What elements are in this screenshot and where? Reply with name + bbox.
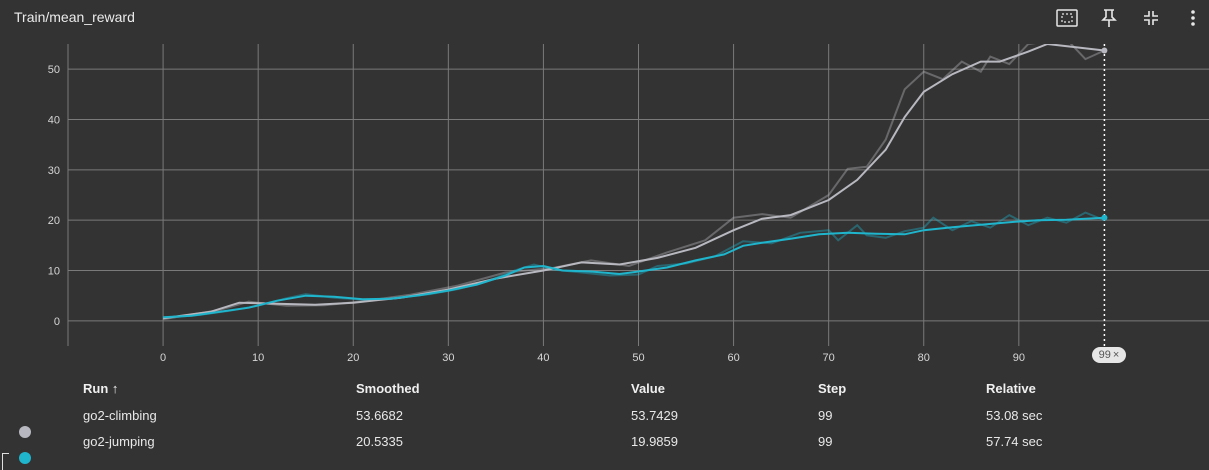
relative-time: 57.74 sec	[986, 434, 1043, 449]
hover-point-go2-jumping	[1101, 214, 1108, 221]
raw-value: 19.9859	[631, 434, 678, 449]
table-row[interactable]: go2-jumping 20.5335 19.9859 99 57.74 sec	[0, 429, 1209, 455]
x-tick-label: 60	[727, 352, 739, 364]
x-tick-label: 10	[252, 352, 264, 364]
run-name: go2-climbing	[83, 408, 157, 423]
close-icon: ×	[1112, 349, 1120, 361]
more-vert-icon	[1191, 10, 1195, 26]
series-raw-line-go2-jumping	[163, 211, 1105, 320]
x-tick-label: 40	[537, 352, 549, 364]
collapse-button[interactable]	[1137, 4, 1165, 32]
run-color-dot-jumping[interactable]	[19, 452, 31, 464]
x-tick-label: 20	[347, 352, 359, 364]
raw-value: 53.7429	[631, 408, 678, 423]
hover-point-go2-climbing	[1101, 47, 1108, 54]
pin-icon	[1101, 9, 1117, 27]
relative-time: 53.08 sec	[986, 408, 1043, 423]
series-smoothed-line-go2-jumping	[163, 216, 1105, 319]
smoothed-value: 20.5335	[356, 434, 403, 449]
fit-domain-button[interactable]	[1053, 4, 1081, 32]
x-tick-label: 70	[823, 352, 835, 364]
table-row[interactable]: go2-climbing 53.6682 53.7429 99 53.08 se…	[0, 403, 1209, 429]
header-step[interactable]: Step	[818, 381, 847, 396]
chart-toolbar	[1039, 4, 1209, 32]
x-tick-label: 30	[442, 352, 454, 364]
y-tick-label: 40	[48, 115, 60, 127]
smoothed-value: 53.6682	[356, 408, 403, 423]
step-value: 99	[818, 434, 833, 449]
series-raw-line-go2-climbing	[162, 44, 1105, 321]
step-value: 99	[818, 408, 833, 423]
pin-button[interactable]	[1095, 4, 1123, 32]
hover-step-label: 99	[1098, 349, 1111, 361]
header-relative[interactable]: Relative	[986, 381, 1036, 396]
more-options-button[interactable]	[1179, 4, 1207, 32]
y-tick-label: 0	[54, 316, 60, 328]
x-tick-label: 90	[1013, 352, 1025, 364]
header-run[interactable]: Run ↑	[83, 381, 119, 396]
y-tick-label: 50	[48, 64, 60, 76]
x-tick-label: 50	[632, 352, 644, 364]
collapse-icon	[1144, 11, 1158, 25]
x-tick-label: 0	[160, 352, 166, 364]
table-header-row: Run ↑ Smoothed Value Step Relative	[0, 376, 1209, 402]
x-tick-label: 80	[918, 352, 930, 364]
fit-domain-icon	[1056, 9, 1078, 27]
line-chart[interactable]: 0 10 20 30 40 50 0 10 20 30 40 50 60 70 80 90	[0, 0, 1209, 372]
selection-bracket	[2, 453, 9, 470]
hover-step-badge[interactable]: 99 ×	[1092, 347, 1126, 363]
series-smoothed-line-go2-climbing	[162, 44, 1105, 320]
chart-title: Train/mean_reward	[14, 9, 135, 25]
header-smoothed[interactable]: Smoothed	[356, 381, 420, 396]
header-value[interactable]: Value	[631, 381, 665, 396]
y-tick-label: 20	[48, 215, 60, 227]
run-name: go2-jumping	[83, 434, 155, 449]
y-tick-label: 30	[48, 165, 60, 177]
run-color-dot-climbing[interactable]	[19, 426, 31, 438]
y-tick-label: 10	[48, 266, 60, 278]
